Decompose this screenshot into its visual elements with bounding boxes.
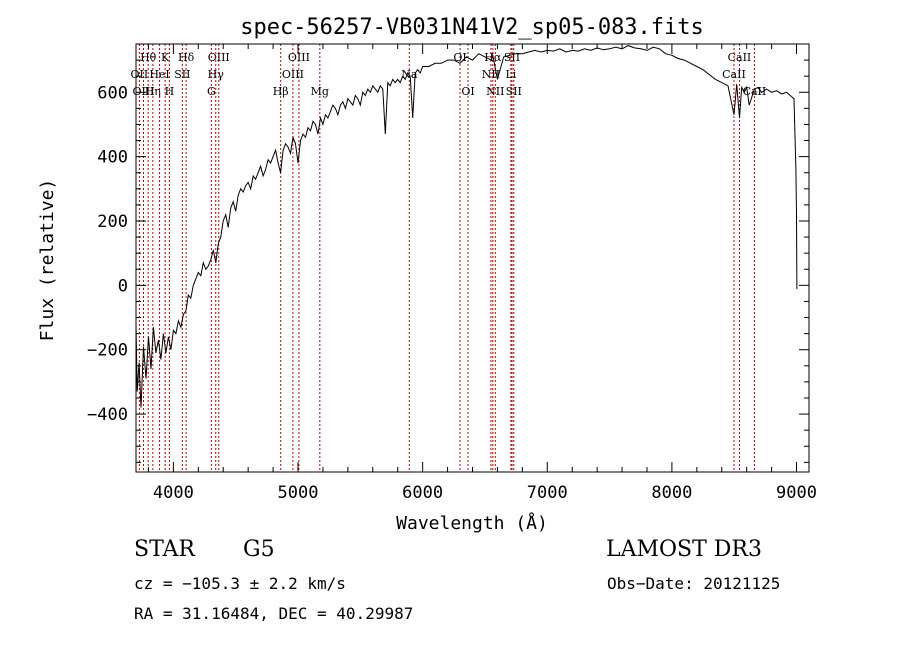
x-tick-label: 5000: [278, 483, 319, 503]
line-marker-label: HeI: [149, 68, 169, 81]
line-marker-label: OIII: [132, 85, 154, 98]
line-marker-label: OII: [131, 68, 149, 81]
line-marker-label: OI: [453, 51, 466, 64]
line-marker-label: CaII: [728, 51, 752, 64]
axes: 4000 5000 6000 7000 8000 9000 −400 −200 0 200 400 6…: [87, 43, 817, 503]
x-axis-label: Wavelength (Å): [396, 512, 548, 534]
line-marker-label: OIII: [288, 51, 310, 64]
line-marker-label: K: [161, 51, 170, 64]
y-tick-label: 200: [97, 212, 128, 232]
x-tick-label: 8000: [651, 483, 692, 503]
plot-frame: [135, 43, 810, 473]
y-tick-label: 400: [97, 148, 128, 168]
line-marker-label: Hθ: [140, 51, 157, 64]
y-tick-label: −200: [87, 341, 128, 361]
object-subclass: G5: [243, 537, 275, 562]
line-marker-label: SII: [174, 68, 190, 81]
line-marker-label: Hγ: [208, 68, 225, 81]
line-marker-label: Hβ: [273, 85, 289, 98]
spectrum-line: [135, 45, 798, 408]
line-marker-label: G: [207, 85, 216, 98]
line-marker-label: Hη: [145, 85, 161, 98]
line-marker-label: H: [165, 85, 175, 98]
line-marker-label: CaII: [722, 68, 746, 81]
redshift-cz: cz = −105.3 ± 2.2 km/s: [134, 574, 346, 593]
y-tick-label: 600: [97, 83, 128, 103]
x-tick-label: 7000: [527, 483, 568, 503]
x-tick-label: 4000: [153, 483, 194, 503]
observation-date: Obs−Date: 20121125: [607, 574, 781, 593]
line-marker-label: OI: [461, 85, 474, 98]
y-axis-label: Flux (relative): [37, 179, 58, 342]
y-tick-label: 0: [118, 276, 128, 296]
survey-name: LAMOST DR3: [606, 537, 762, 562]
line-marker-label: SII: [506, 85, 522, 98]
line-marker-label: Li: [505, 68, 516, 81]
y-tick-label: −400: [87, 405, 128, 425]
line-marker-label: OIII: [208, 51, 230, 64]
line-marker-label: CaII: [743, 85, 767, 98]
coordinates: RA = 31.16484, DEC = 40.29987: [134, 604, 414, 623]
line-marker-label: NII: [486, 85, 504, 98]
line-marker-label: OIII: [282, 68, 304, 81]
object-class: STAR: [134, 537, 195, 562]
line-marker-label: Mg: [311, 85, 329, 98]
x-tick-label: 9000: [776, 483, 817, 503]
line-marker-label: Hδ: [178, 51, 195, 64]
chart-title: spec-56257-VB031N41V2_sp05-083.fits: [240, 15, 704, 40]
x-tick-label: 6000: [402, 483, 443, 503]
line-marker-label: SII: [504, 51, 520, 64]
